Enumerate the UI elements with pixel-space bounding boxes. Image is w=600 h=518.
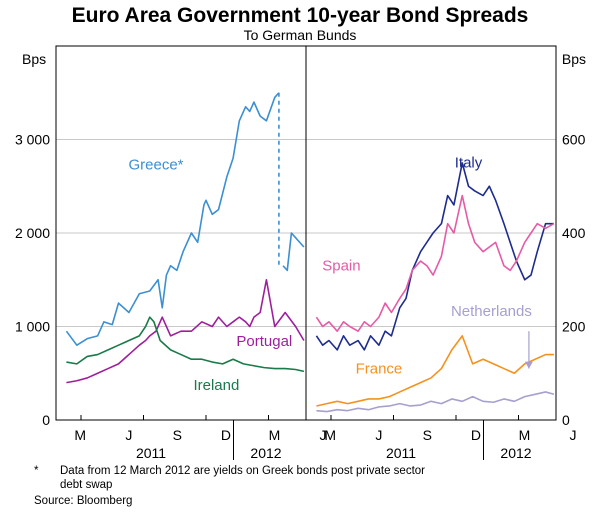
x-month-label: J [375, 427, 382, 443]
right-unit-label: Bps [562, 51, 586, 67]
left-unit-label: Bps [22, 51, 46, 67]
y-tick-label: 0 [42, 412, 50, 428]
series-labels: Greece* Portugal Ireland Italy Spain France Ne… [128, 155, 533, 394]
footnote-line-1: Data from 12 March 2012 are yields on Gr… [60, 465, 425, 477]
y-tick-label: 400 [562, 225, 586, 241]
chart-title: Euro Area Government 10-year Bond Spread… [72, 4, 529, 27]
x-month-label: M [74, 427, 86, 443]
x-month-label: J [569, 427, 576, 443]
x-year-label: 2011 [136, 445, 166, 461]
series-label-france: France [356, 360, 403, 377]
footnote-marker: * [34, 465, 39, 477]
series-line-france [316, 335, 554, 407]
series-label-portugal: Portugal [236, 333, 292, 350]
series-lines [65, 92, 555, 413]
series-line-greece [65, 92, 280, 347]
series-label-greece: Greece* [128, 156, 183, 173]
y-tick-label: 3 000 [15, 132, 50, 148]
series-line-italy [315, 162, 554, 351]
y-tick-label: 0 [562, 412, 570, 428]
source-note: Source: Bloomberg [34, 495, 132, 507]
series-label-spain: Spain [322, 257, 360, 274]
series-line-portugal [66, 278, 305, 384]
y-tick-label: 1 000 [15, 319, 50, 335]
chart-subtitle: To German Bunds [244, 27, 357, 43]
series-label-netherlands: Netherlands [451, 303, 532, 320]
series-label-ireland: Ireland [193, 377, 239, 394]
x-month-label: S [173, 427, 182, 443]
x-month-label: S [423, 427, 432, 443]
x-month-label: M [269, 427, 281, 443]
x-year-label: 2012 [250, 445, 281, 461]
x-year-label: 2012 [500, 445, 531, 461]
series-line-greece-post [282, 232, 305, 272]
series-line-ireland [66, 316, 305, 373]
x-month-label: D [471, 427, 481, 443]
x-month-label: D [221, 427, 231, 443]
x-month-label: M [519, 427, 531, 443]
footnote-line-2: debt swap [60, 479, 112, 491]
x-month-label: J [125, 427, 132, 443]
y-tick-label: 2 000 [15, 225, 50, 241]
series-line-netherlands [316, 391, 555, 413]
x-month-label: M [324, 427, 336, 443]
series-line-spain [315, 194, 555, 332]
series-label-italy: Italy [455, 155, 483, 172]
x-month-label: J [319, 427, 326, 443]
gridlines [56, 139, 556, 327]
x-year-label: 2011 [386, 445, 416, 461]
netherlands-arrowhead [524, 361, 533, 369]
y-tick-label: 600 [562, 132, 586, 148]
y-tick-label: 200 [562, 319, 586, 335]
